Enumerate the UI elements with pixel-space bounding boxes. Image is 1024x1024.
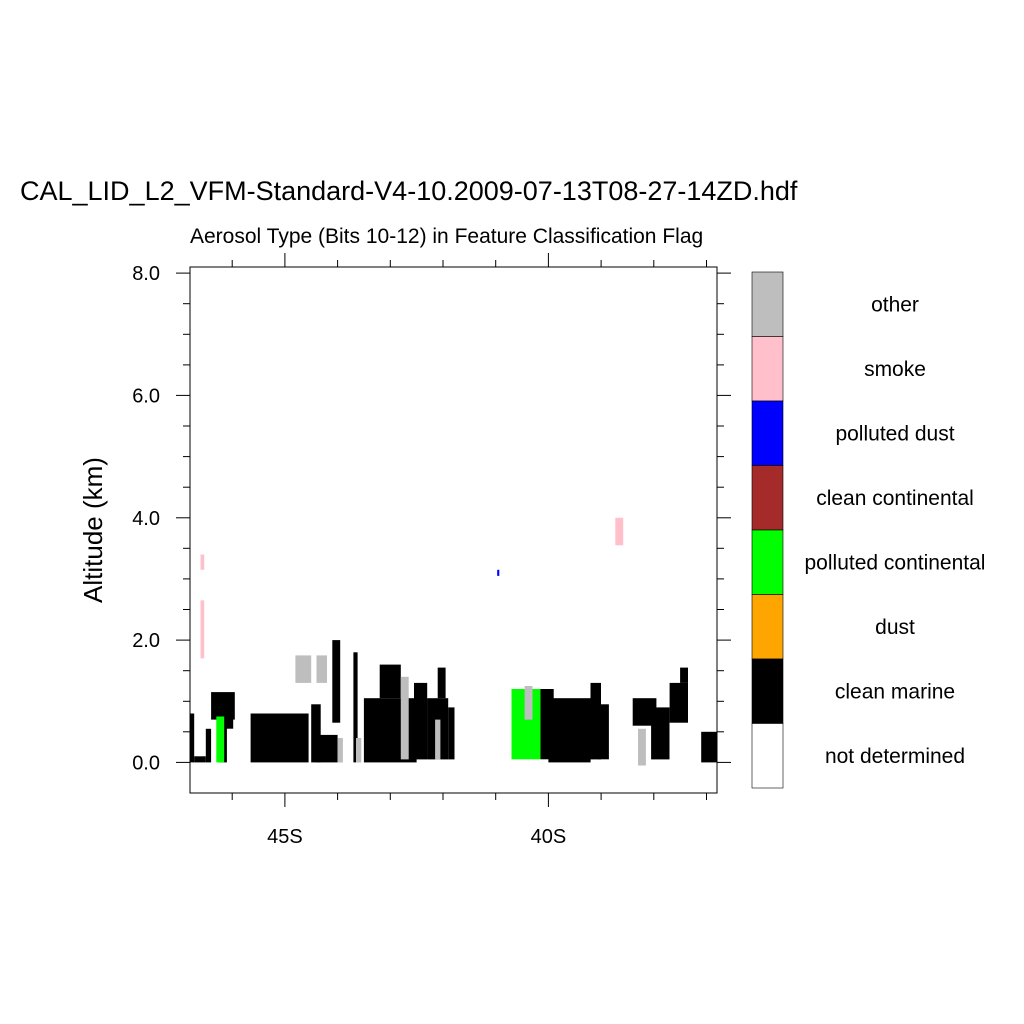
feature-cell-other [435, 719, 441, 760]
feature-cell-clean-marine [353, 652, 358, 763]
feature-cells [190, 517, 717, 766]
axes: 0.0 2.0 4.0 6.0 8.0 45S 40S [132, 253, 731, 848]
y-tick-label: 4.0 [132, 508, 160, 530]
feature-cell-other [356, 738, 362, 763]
legend-label: clean marine [835, 680, 955, 703]
feature-cell-clean-marine [669, 682, 688, 723]
feature-cell-clean-marine [332, 640, 341, 723]
y-tick-label: 0.0 [132, 752, 160, 774]
feature-cell-clean-marine [211, 692, 235, 720]
feature-cell-polluted-continental [216, 716, 225, 763]
feature-cell-clean-marine [437, 667, 446, 699]
legend-label: polluted dust [835, 422, 954, 445]
legend-label: not determined [825, 745, 965, 768]
legend-swatch [751, 400, 784, 466]
legend: other smoke polluted dust clean continental… [751, 271, 986, 789]
legend-label: dust [875, 616, 915, 639]
chart-title: CAL_LID_L2_VFM-Standard-V4-10.2009-07-13… [20, 176, 798, 206]
feature-cell-smoke [615, 517, 624, 546]
feature-cell-clean-marine [205, 728, 212, 763]
feature-cell-clean-marine [225, 716, 234, 729]
legend-swatch [751, 658, 784, 724]
feature-cell-clean-marine [194, 756, 206, 763]
legend-swatch [751, 594, 784, 660]
feature-cell-clean-marine [651, 707, 670, 760]
feature-cell-smoke [200, 554, 205, 570]
legend-swatch [751, 529, 784, 595]
feature-cell-clean-marine [414, 682, 428, 760]
feature-cell-clean-marine [190, 713, 195, 763]
feature-cell-clean-marine [680, 667, 688, 683]
y-tick-label: 6.0 [132, 385, 160, 407]
feature-cell-other [400, 676, 409, 760]
feature-cell-clean-marine [598, 704, 609, 760]
feature-cell-clean-marine [448, 707, 455, 760]
feature-cell-clean-marine [590, 682, 601, 760]
legend-label: smoke [864, 358, 926, 381]
feature-cell-clean-marine [316, 734, 338, 763]
feature-cell-polluted-dust [497, 569, 500, 576]
feature-cell-clean-marine [548, 698, 591, 763]
feature-cell-other [316, 655, 327, 683]
legend-label: polluted continental [805, 551, 986, 574]
feature-cell-clean-marine [632, 698, 657, 726]
legend-swatch [751, 336, 784, 402]
legend-label: clean continental [816, 487, 974, 510]
feature-cell-clean-marine [701, 731, 717, 763]
y-tick-label: 2.0 [132, 630, 160, 652]
legend-swatch [751, 271, 784, 337]
feature-cell-other [295, 655, 312, 683]
chart-subtitle: Aerosol Type (Bits 10-12) in Feature Cla… [190, 225, 704, 248]
legend-swatch [751, 723, 784, 789]
feature-cell-clean-marine [379, 664, 401, 699]
legend-label: other [871, 293, 919, 316]
feature-cell-other [638, 728, 646, 766]
feature-cell-clean-marine [311, 704, 321, 763]
y-axis-label: Altitude (km) [78, 457, 108, 603]
y-tick-label: 8.0 [132, 263, 160, 285]
legend-swatch [751, 465, 784, 531]
feature-cell-clean-marine [250, 713, 309, 763]
x-tick-label: 40S [531, 826, 567, 848]
plot-frame [189, 266, 718, 794]
feature-cell-other [337, 738, 343, 763]
feature-cell-smoke [200, 600, 205, 659]
x-tick-label: 45S [267, 826, 303, 848]
feature-cell-other [524, 686, 533, 720]
